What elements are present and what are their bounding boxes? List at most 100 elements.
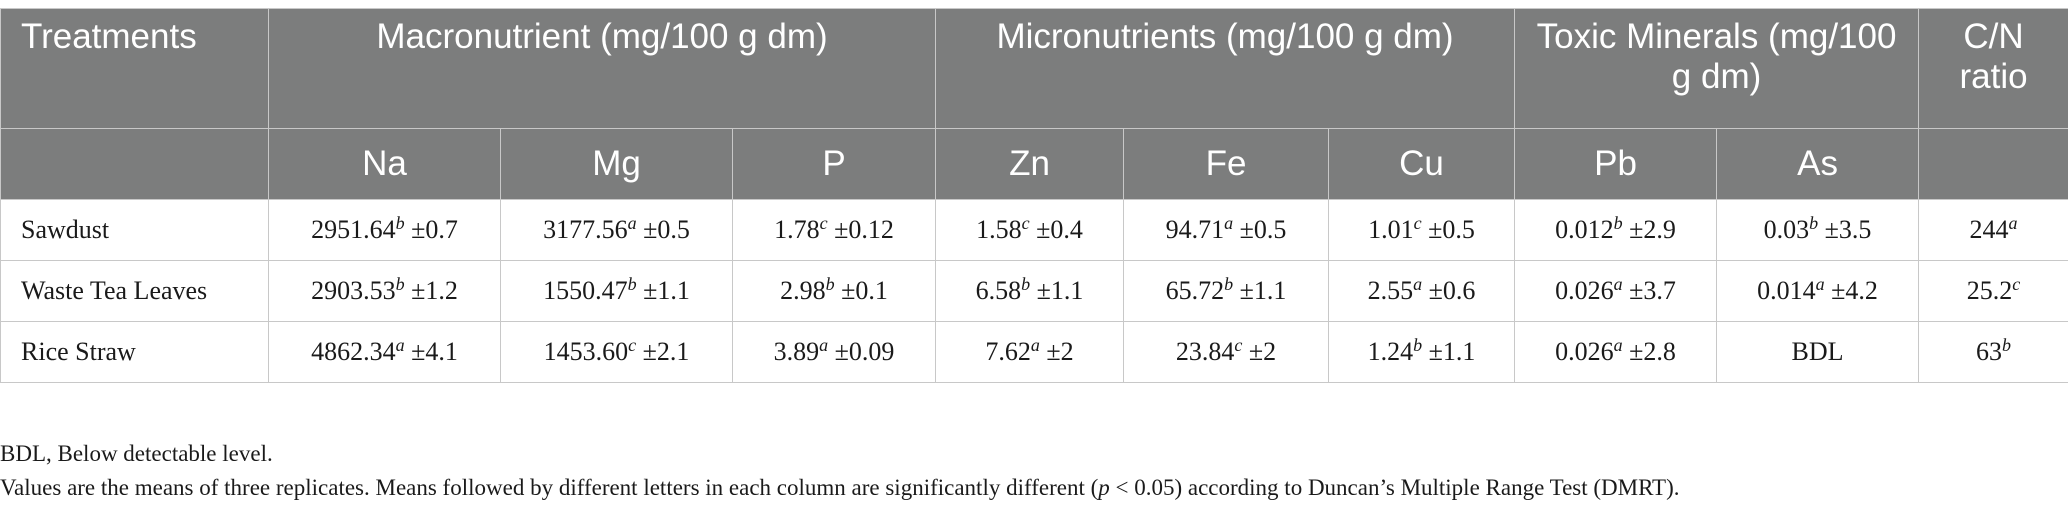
value-cell: 0.026a ±3.7: [1514, 260, 1718, 322]
value-cell: 1.01c ±0.5: [1328, 199, 1516, 261]
cell-value: BDL: [1791, 337, 1844, 366]
cell-standard-deviation: ±0.7: [404, 215, 458, 244]
cell-value: 2951.64: [311, 215, 396, 244]
cell-standard-deviation: ±2: [1242, 337, 1277, 366]
cell-significance-letter: a: [1613, 274, 1623, 294]
cell-significance-letter: a: [1613, 335, 1623, 355]
cell-significance-letter: a: [627, 213, 637, 233]
cell-significance-letter: a: [1224, 213, 1234, 233]
header-toxic-minerals: Toxic Minerals (mg/100 g dm): [1514, 8, 1920, 129]
cell-standard-deviation: ±0.6: [1422, 276, 1476, 305]
value-cell: 25.2c: [1918, 260, 2068, 322]
footnote-text-after: < 0.05) according to Duncan’s Multiple R…: [1109, 475, 1680, 500]
value-cell: 0.014a ±4.2: [1716, 260, 1920, 322]
cell-value: 0.012: [1555, 215, 1614, 244]
cell-standard-deviation: ±4.2: [1824, 276, 1878, 305]
subheader-na: Na: [268, 128, 501, 200]
header-cn-ratio-blank: [1918, 128, 2068, 200]
cell-significance-letter: b: [395, 274, 405, 294]
subheader-pb: Pb: [1514, 128, 1718, 200]
cell-value: 0.026: [1555, 276, 1614, 305]
cell-value: 4862.34: [311, 337, 396, 366]
cell-significance-letter: b: [1413, 335, 1423, 355]
cell-value: 1550.47: [543, 276, 628, 305]
header-treatments-blank: [0, 128, 269, 200]
cell-significance-letter: b: [1021, 274, 1031, 294]
cell-value: 65.72: [1165, 276, 1225, 305]
cell-value: 0.026: [1555, 337, 1614, 366]
cell-standard-deviation: ±2.9: [1622, 215, 1676, 244]
header-treatments: Treatments: [0, 8, 269, 129]
subheader-mg: Mg: [500, 128, 733, 200]
cell-value: 2903.53: [311, 276, 396, 305]
cell-significance-letter: c: [819, 213, 828, 233]
cell-value: 2.98: [780, 276, 826, 305]
cell-value: 3.89: [773, 337, 820, 366]
cell-significance-letter: c: [1413, 213, 1422, 233]
cell-standard-deviation: ±4.1: [404, 337, 458, 366]
header-subcolumn-row: Na Mg P Zn Fe Cu Pb As: [0, 128, 2068, 200]
value-cell: 6.58b ±1.1: [935, 260, 1125, 322]
table-row: Sawdust 2951.64b ±0.7 3177.56a ±0.5 1.78c ±…: [0, 199, 2068, 261]
value-cell: 1453.60c ±2.1: [500, 321, 733, 383]
cell-significance-letter: c: [628, 335, 637, 355]
cell-standard-deviation: ±1.1: [1422, 337, 1476, 366]
header-macronutrient: Macronutrient (mg/100 g dm): [267, 8, 937, 129]
cell-standard-deviation: ±2: [1039, 337, 1074, 366]
cell-standard-deviation: ±0.5: [1233, 215, 1287, 244]
value-cell: BDL: [1716, 321, 1920, 383]
minerals-table: Treatments Macronutrient (mg/100 g dm) M…: [0, 8, 2068, 383]
cell-significance-letter: b: [627, 274, 637, 294]
cell-value: 23.84: [1175, 337, 1235, 366]
table-row: Waste Tea Leaves 2903.53b ±1.2 1550.47b ±1…: [0, 260, 2068, 322]
value-cell: 2903.53b ±1.2: [268, 260, 501, 322]
cell-standard-deviation: ±1.2: [404, 276, 458, 305]
cell-standard-deviation: ±0.12: [827, 215, 894, 244]
cell-value: 7.62: [985, 337, 1031, 366]
cell-standard-deviation: ±3.7: [1622, 276, 1676, 305]
table-body: Sawdust 2951.64b ±0.7 3177.56a ±0.5 1.78c ±…: [0, 199, 2068, 383]
cell-standard-deviation: ±1.1: [636, 276, 690, 305]
footnote-bdl: BDL, Below detectable level.: [0, 441, 273, 466]
footnote-significance: Values are the means of three replicates…: [0, 471, 1680, 505]
cell-standard-deviation: ±1.1: [1030, 276, 1084, 305]
value-cell: 0.03b ±3.5: [1716, 199, 1920, 261]
footnote-text-before: Values are the means of three replicates…: [0, 475, 1099, 500]
table-footnotes: BDL, Below detectable level. Values are …: [0, 437, 1680, 505]
value-cell: 63b: [1918, 321, 2068, 383]
cell-value: 1.58: [976, 215, 1022, 244]
cell-significance-letter: a: [819, 335, 829, 355]
cell-significance-letter: c: [1021, 213, 1030, 233]
value-cell: 94.71a ±0.5: [1123, 199, 1330, 261]
cell-value: 1453.60: [543, 337, 629, 366]
cell-standard-deviation: ±0.5: [636, 215, 690, 244]
cell-standard-deviation: ±0.09: [828, 337, 895, 366]
cell-value: 0.03: [1763, 215, 1810, 244]
cell-significance-letter: b: [1809, 213, 1819, 233]
cell-significance-letter: b: [1224, 274, 1234, 294]
cell-value: 3177.56: [543, 215, 628, 244]
cell-significance-letter: a: [1413, 274, 1423, 294]
cell-value: 2.55: [1367, 276, 1414, 305]
value-cell: 2.98b ±0.1: [731, 260, 937, 322]
value-cell: 4862.34a ±4.1: [268, 321, 501, 383]
value-cell: 7.62a ±2: [935, 321, 1125, 383]
cell-significance-letter: b: [1613, 213, 1623, 233]
value-cell: 244a: [1918, 199, 2068, 261]
cell-significance-letter: b: [395, 213, 405, 233]
value-cell: 0.026a ±2.8: [1514, 321, 1718, 383]
cell-value: 6.58: [975, 276, 1022, 305]
cell-significance-letter: b: [825, 274, 835, 294]
cell-standard-deviation: ±0.4: [1029, 215, 1083, 244]
cell-significance-letter: b: [2002, 335, 2012, 355]
value-cell: 23.84c ±2: [1123, 321, 1330, 383]
value-cell: 1.24b ±1.1: [1328, 321, 1516, 383]
value-cell: 2.55a ±0.6: [1328, 260, 1516, 322]
treatment-cell: Rice Straw: [0, 321, 269, 383]
cell-standard-deviation: ±0.5: [1421, 215, 1475, 244]
cell-standard-deviation: ±2.1: [636, 337, 690, 366]
cell-value: 25.2: [1966, 276, 2013, 305]
value-cell: 3177.56a ±0.5: [500, 199, 733, 261]
header-micronutrients: Micronutrients (mg/100 g dm): [935, 8, 1516, 129]
cell-value: 0.014: [1757, 276, 1816, 305]
